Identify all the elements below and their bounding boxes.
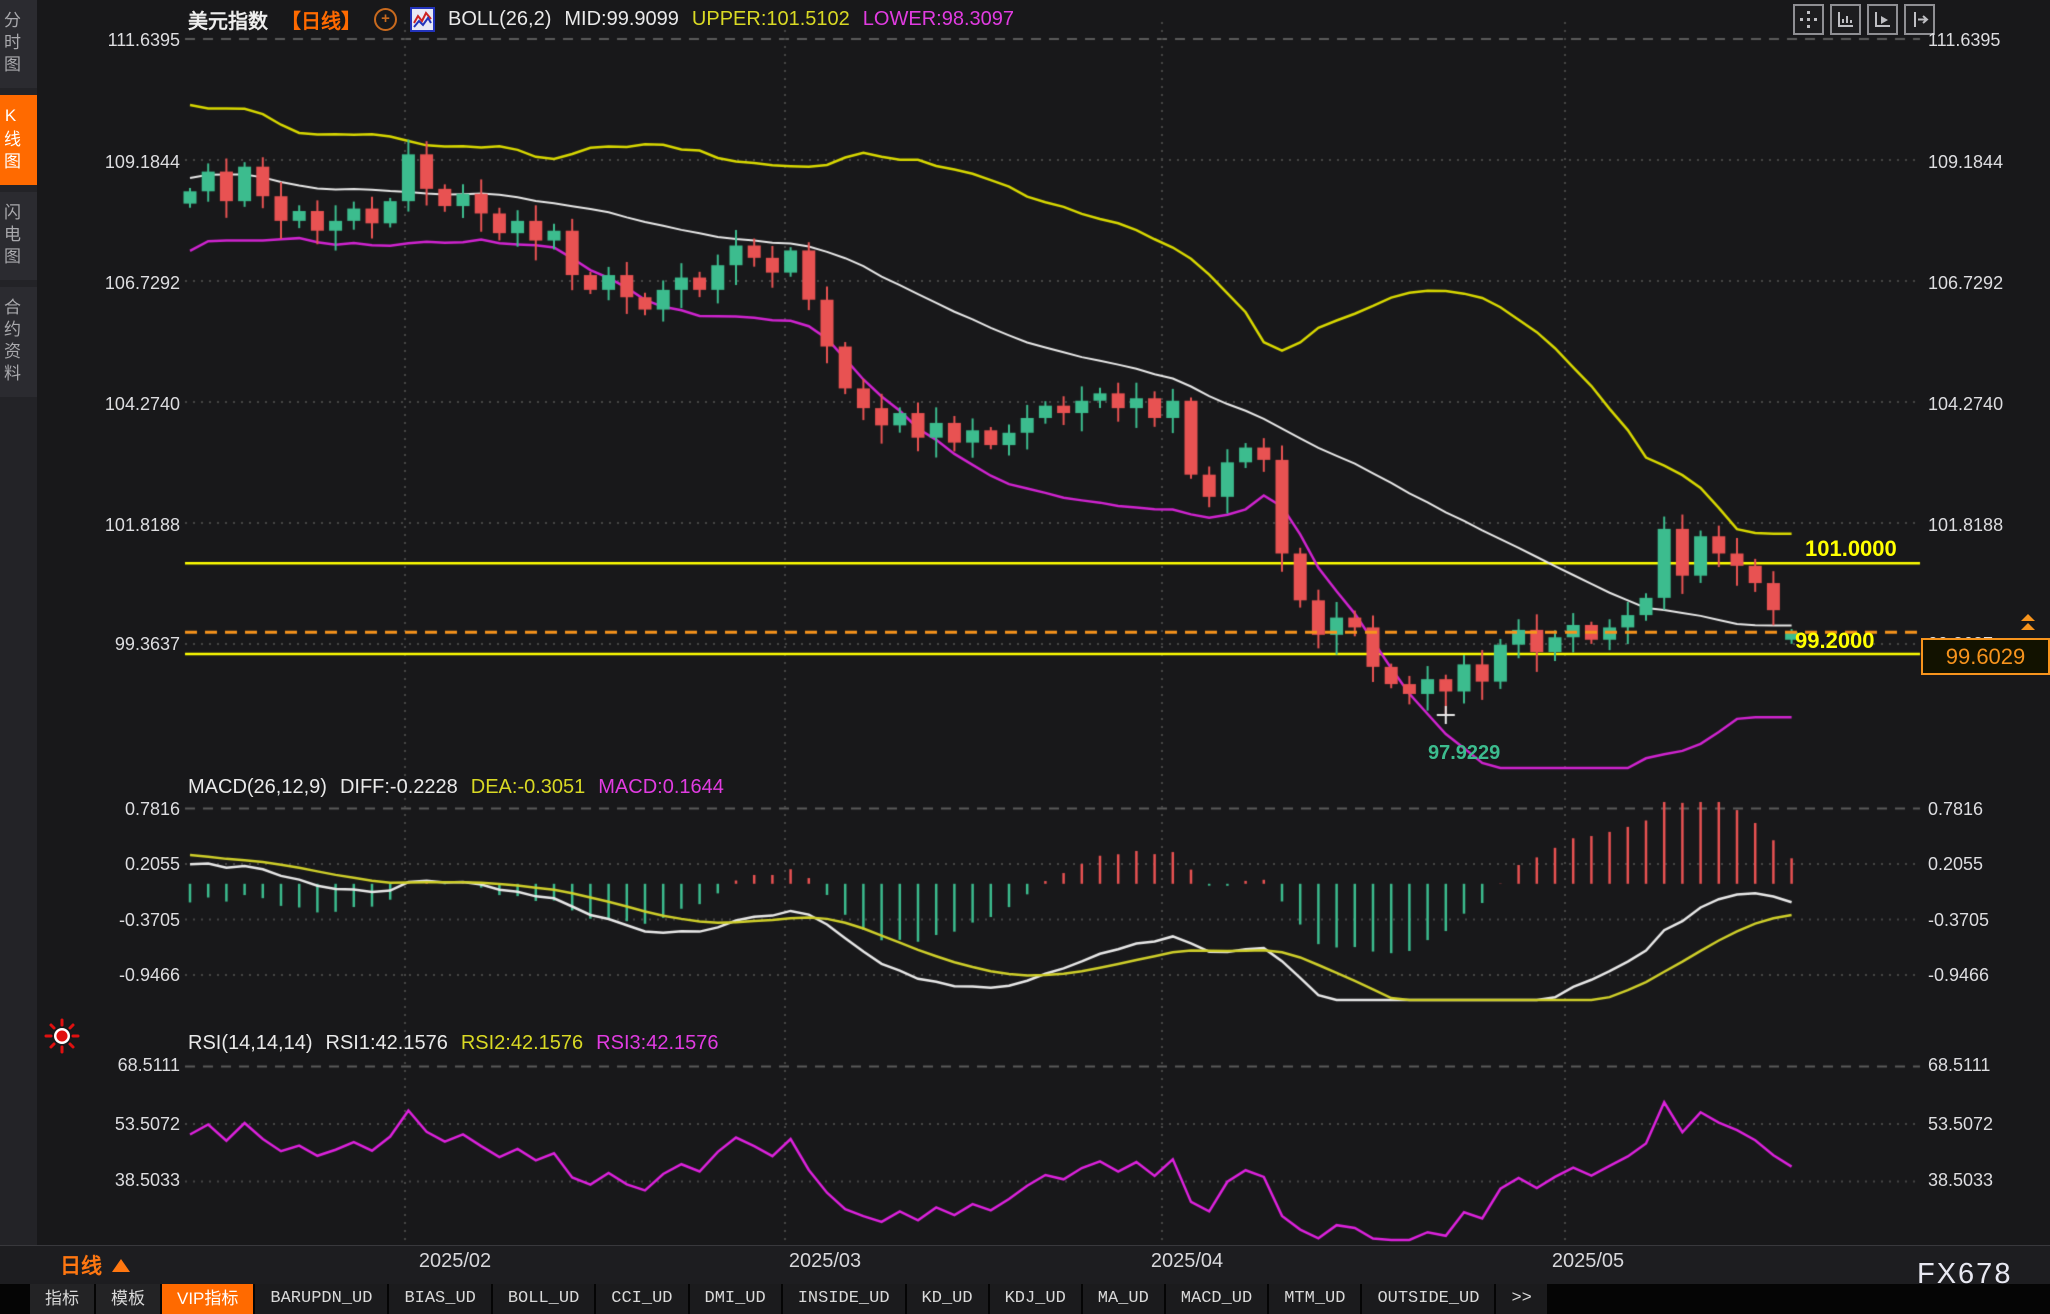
axis-label-left: 0.2055 [124, 854, 180, 874]
tab-DMI_UD[interactable]: DMI_UD [689, 1284, 781, 1314]
boll-lower-value: LOWER:98.3097 [862, 8, 1014, 30]
chart-type-icon[interactable] [410, 7, 435, 32]
date-tick: 2025/05 [1551, 1250, 1625, 1272]
period-tag[interactable]: 【日线】 [281, 11, 361, 33]
tab-KDJ_UD[interactable]: KDJ_UD [989, 1284, 1081, 1314]
axis-label-left: 0.7816 [124, 799, 180, 819]
axis-label-right: 104.2740 [1928, 394, 2004, 414]
axis-label-right: 106.7292 [1928, 273, 2004, 293]
hline-lower-label: 99.2000 [1795, 628, 1875, 653]
axis-label-left: 111.6395 [107, 30, 180, 50]
tab-模板[interactable]: 模板 [96, 1284, 160, 1314]
axis-label-left: 106.7292 [104, 273, 180, 293]
period-dropdown-icon [112, 1258, 130, 1272]
axis-play-button[interactable] [1867, 4, 1898, 35]
price-anchor-icon[interactable] [2021, 614, 2035, 630]
axis-label-right: 38.5033 [1928, 1170, 1994, 1190]
axis-label-right: 0.7816 [1928, 799, 1984, 819]
sidebar-item-lightning-chart[interactable]: 闪电图 [0, 192, 37, 280]
macd-dea-value: DEA:-0.3051 [470, 776, 586, 798]
indicator-tab-bar: 指标 模板 VIP指标 BARUPDN_UD BIAS_UD BOLL_UD CCI_UD D… [0, 1284, 2050, 1314]
tab-overflow-more[interactable]: >> [1496, 1284, 1547, 1314]
axis-label-right: 101.8188 [1928, 515, 2004, 535]
macd-header: MACD(26,12,9) DIFF:-0.2228 DEA:-0.3051 M… [188, 776, 724, 799]
period-label: 日线 [60, 1255, 102, 1278]
axis-label-left: 53.5072 [114, 1114, 180, 1134]
tab-指标[interactable]: 指标 [30, 1284, 94, 1314]
date-tick: 2025/04 [1150, 1250, 1224, 1272]
boll-label: BOLL(26,2) [448, 8, 552, 30]
period-selector[interactable]: 日线 [60, 1250, 130, 1280]
axis-label-left: 38.5033 [114, 1170, 180, 1190]
chart-toolbar [1793, 4, 1935, 35]
low-price-label: 97.9229 [1428, 742, 1501, 764]
date-tick: 2025/03 [788, 1250, 862, 1272]
rsi-header: RSI(14,14,14) RSI1:42.1576 RSI2:42.1576 … [188, 1032, 719, 1055]
rsi1-value: RSI1:42.1576 [325, 1032, 448, 1054]
axis-label-left: -0.3705 [118, 910, 180, 930]
rsi-label: RSI(14,14,14) [188, 1032, 313, 1054]
axis-label-right: 111.6395 [1928, 30, 2001, 50]
tab-BIAS_UD[interactable]: BIAS_UD [389, 1284, 491, 1314]
tab-MACD_UD[interactable]: MACD_UD [1165, 1284, 1268, 1314]
macd-value: MACD:0.1644 [598, 776, 724, 798]
axis-label-left: 104.2740 [104, 394, 180, 414]
sidebar-item-time-chart[interactable]: 分时图 [0, 0, 37, 88]
axis-label-left: 68.5111 [117, 1055, 180, 1075]
tab-MA_UD[interactable]: MA_UD [1082, 1284, 1164, 1314]
tab-VIP指标[interactable]: VIP指标 [162, 1284, 254, 1314]
tab-KD_UD[interactable]: KD_UD [906, 1284, 988, 1314]
axis-label-left: 101.8188 [104, 515, 180, 535]
expand-icon[interactable]: + [374, 8, 397, 31]
hline-upper-label: 101.0000 [1805, 536, 1897, 561]
tab-MTM_UD[interactable]: MTM_UD [1269, 1284, 1361, 1314]
rsi3-value: RSI3:42.1576 [596, 1032, 719, 1054]
macd-diff-value: DIFF:-0.2228 [339, 776, 458, 798]
shift-right-button[interactable] [1904, 4, 1935, 35]
boll-upper-value: UPPER:101.5102 [691, 8, 850, 30]
axis-label-right: 109.1844 [1928, 152, 2004, 172]
sidebar-item-contract-info[interactable]: 合约资料 [0, 287, 37, 397]
boll-mid-value: MID:99.9099 [564, 8, 679, 30]
axis-label-left: -0.9466 [118, 965, 180, 985]
axis-label-left: 99.3637 [114, 634, 180, 654]
tab-INSIDE_UD[interactable]: INSIDE_UD [782, 1284, 905, 1314]
chart-header: 美元指数 【日线】 + BOLL(26,2) MID:99.9099 UPPER… [188, 5, 1014, 34]
live-indicator-icon [44, 1018, 80, 1054]
axis-scale-button[interactable] [1830, 4, 1861, 35]
axis-label-right: 53.5072 [1928, 1114, 1994, 1134]
axis-label-right: -0.3705 [1928, 910, 1990, 930]
sidebar-item-candle-chart[interactable]: K线图 [0, 95, 37, 185]
tab-BOLL_UD[interactable]: BOLL_UD [492, 1284, 595, 1314]
rsi2-value: RSI2:42.1576 [460, 1032, 584, 1054]
axis-label-right: 68.5111 [1928, 1055, 1991, 1075]
symbol-title: 美元指数 [188, 11, 268, 33]
axis-label-right: -0.9466 [1928, 965, 1990, 985]
time-axis-row [0, 1245, 2050, 1285]
chart-type-sidebar: 分时图 K线图 闪电图 合约资料 [0, 0, 37, 1245]
tab-BARUPDN_UD[interactable]: BARUPDN_UD [255, 1284, 388, 1314]
axis-label-left: 109.1844 [104, 152, 180, 172]
tab-CCI_UD[interactable]: CCI_UD [596, 1284, 688, 1314]
tab-OUTSIDE_UD[interactable]: OUTSIDE_UD [1362, 1284, 1495, 1314]
macd-label: MACD(26,12,9) [188, 776, 327, 798]
move-tool-button[interactable] [1793, 4, 1824, 35]
date-tick: 2025/02 [418, 1250, 492, 1272]
current-price-badge: 99.6029 [1921, 638, 2050, 675]
axis-label-right: 0.2055 [1928, 854, 1984, 874]
